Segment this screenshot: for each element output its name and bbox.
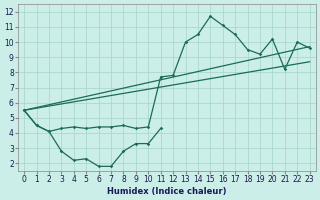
X-axis label: Humidex (Indice chaleur): Humidex (Indice chaleur)	[107, 187, 227, 196]
